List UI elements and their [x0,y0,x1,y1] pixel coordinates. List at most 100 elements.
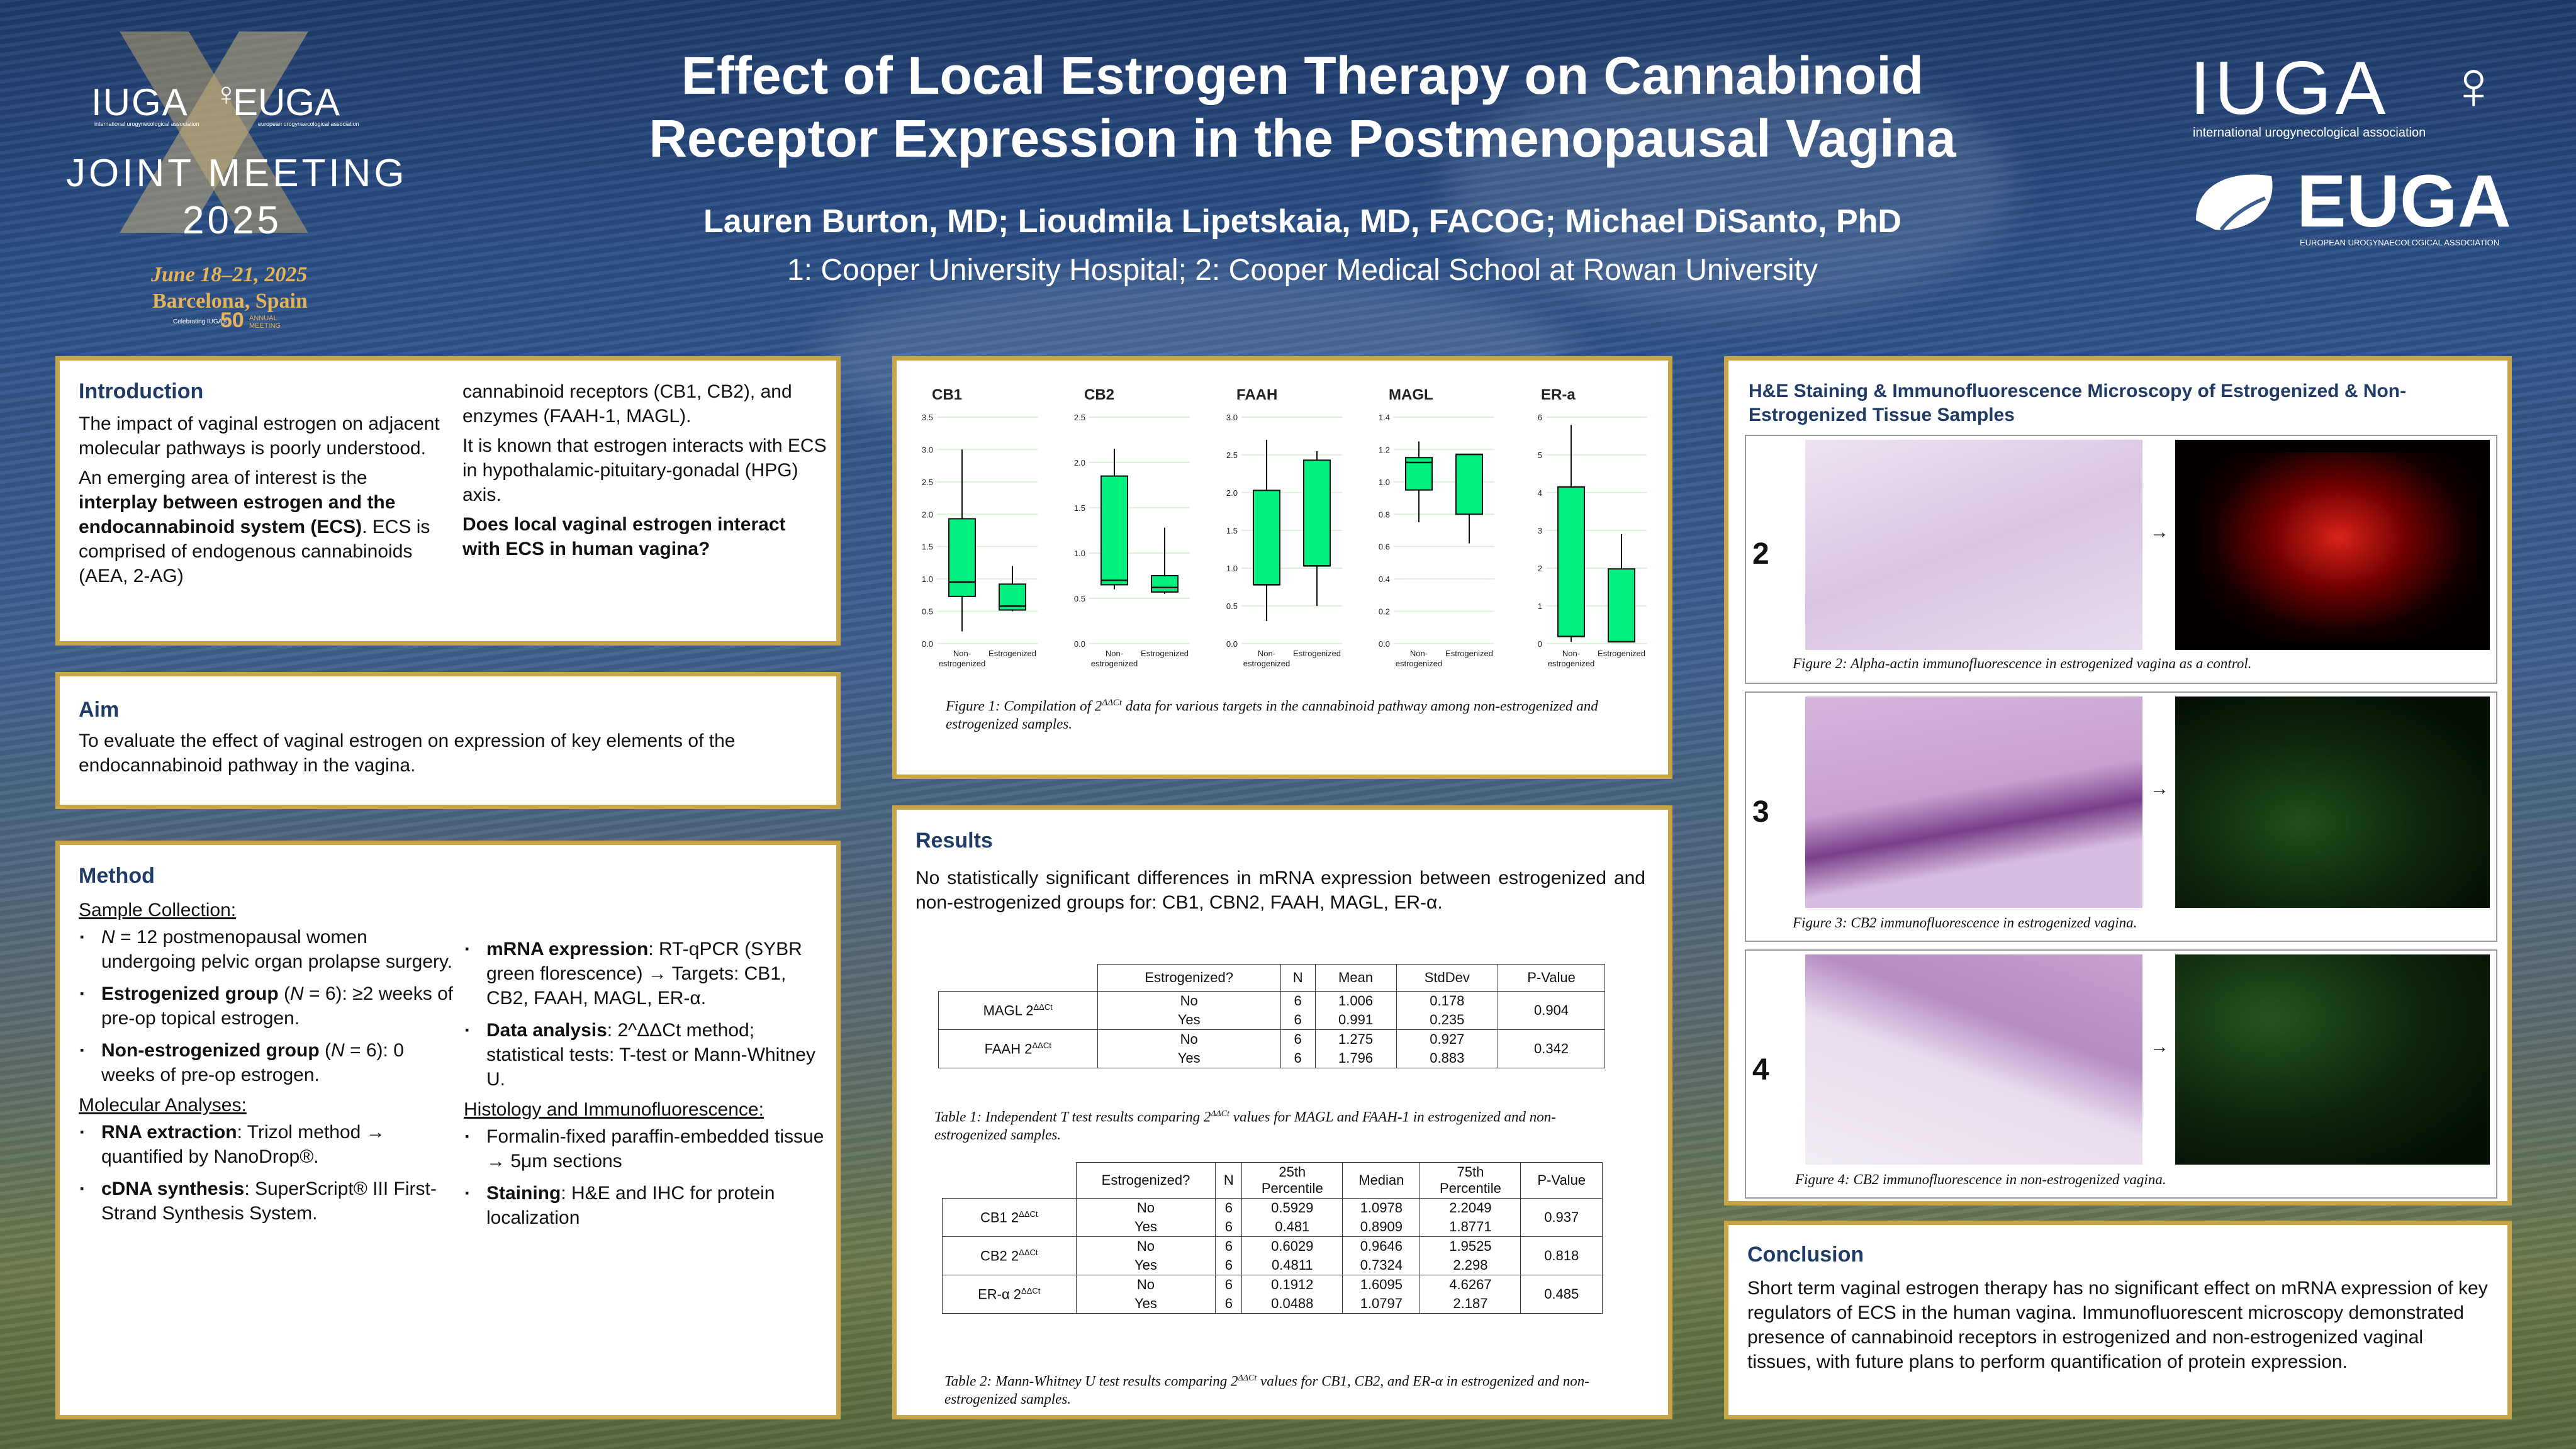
results-title: Results [916,829,993,853]
table-header: N [1280,964,1316,992]
y-tick-label: 3.5 [922,413,933,422]
y-tick-label: 1.0 [1074,549,1085,558]
intro-paragraph-2: An emerging area of interest is the inte… [79,467,430,586]
x-tick-label: Non- [1410,649,1428,658]
aim-panel: Aim To evaluate the effect of vaginal es… [55,672,841,809]
y-tick-label: 0.5 [1074,594,1085,603]
box [1455,454,1483,515]
euga-leaf-icon [2196,174,2273,231]
he-stain-image [1805,440,2142,650]
sample-collection-list: N = 12 postmenopausal women undergoing p… [79,925,456,1087]
red-immunofluorescence-image [2175,440,2490,650]
list-item: Data analysis: 2^ΔΔCt method; statistica… [465,1018,829,1092]
female-symbol-icon: ♀ [2448,47,2500,124]
table-row: FAAH 2ΔΔCt No 6 1.275 0.927 0.342 [938,1029,1605,1068]
chart-title: CB2 [1084,386,1114,403]
y-tick-label: 6 [1538,413,1542,422]
conclusion-text: Short term vaginal estrogen therapy has … [1747,1278,2488,1372]
logo-euga-text: EUGA [233,81,340,123]
x-tick-label: estrogenized [939,659,985,668]
y-tick-label: 2.5 [1226,450,1238,460]
y-tick-label: 0.8 [1379,510,1390,519]
box [1253,490,1280,586]
euga-logo-sub: EUROPEAN UROGYNAECOLOGICAL ASSOCIATION [2300,238,2500,247]
results-panel: Results No statistically significant dif… [892,805,1672,1419]
table-row: Yes 6 1.796 0.883 [939,1049,1605,1068]
green-immunofluorescence-image [2175,954,2490,1165]
y-tick-label: 0.4 [1379,574,1390,584]
list-item: N = 12 postmenopausal women undergoing p… [80,925,456,974]
y-tick-label: 0.6 [1379,542,1390,552]
y-tick-label: 2.5 [922,478,933,487]
table-header-row: Estrogenized? N 25th Percentile Median 75… [942,1162,1603,1199]
conference-logo: IUGA ♀ EUGA international urogynecologic… [44,25,422,340]
he-stain-image [1805,954,2142,1165]
table2-caption: Table 2: Mann-Whitney U test results com… [944,1373,1589,1407]
y-tick-label: 1.4 [1379,413,1390,422]
y-tick-label: 5 [1538,450,1542,460]
logo-dates: June 18–21, 2025 [151,263,308,286]
green-immunofluorescence-image [2175,697,2490,908]
arrow-icon: → [2150,522,2169,542]
x-tick-label: Estrogenized [1598,649,1645,658]
histology-heading: Histology and Immunofluorescence: [464,1099,764,1120]
y-tick-label: 2.0 [1074,458,1085,467]
table-row: Yes 6 0.0488 1.0797 2.187 [943,1294,1603,1314]
y-tick-label: 0.5 [1226,601,1238,611]
background-cloud [1447,63,2013,315]
introduction-title: Introduction [79,379,204,403]
table-header: StdDev [1396,964,1499,992]
x-tick-label: Estrogenized [1293,649,1341,658]
box [1303,459,1331,567]
y-tick-label: 0.0 [922,639,933,649]
conclusion-panel: Conclusion Short term vaginal estrogen t… [1724,1221,2512,1419]
intro-question: Does local vaginal estrogen interact wit… [462,514,786,559]
y-tick-label: 2.0 [922,510,933,519]
y-tick-label: 2 [1538,564,1542,573]
logo-place: Barcelona, Spain [152,289,308,313]
y-tick-label: 0.0 [1379,639,1390,649]
title-line-1: Effect of Local Estrogen Therapy on Cann… [681,46,1924,105]
table-row: Yes 6 0.481 0.8909 1.8771 [943,1217,1603,1237]
intro-paragraph-3: cannabinoid receptors (CB1, CB2), and en… [462,381,792,427]
y-tick-label: 1 [1538,601,1542,611]
y-tick-label: 1.5 [1074,503,1085,513]
y-tick-label: 1.0 [922,574,933,584]
method-title: Method [79,864,155,888]
table-header: P-Value [1520,1162,1603,1199]
figure4-number: 4 [1752,1053,1769,1087]
table1-caption: Table 1: Independent T test results comp… [934,1109,1556,1143]
figure3: 3 → Figure 3: CB2 immunofluorescence in … [1745,691,2497,942]
table-header: P-Value [1498,964,1605,992]
boxplot-charts: CB1 0.0 0.5 1.0 1.5 2.0 2.5 3.0 3.5 Non-estrogeni… [922,386,1647,668]
figure2: 2 → Figure 2: Alpha-actin immunofluoresc… [1745,435,2497,684]
y-tick-label: 0 [1538,639,1542,649]
list-item: Estrogenized group (N = 6): ≥2 weeks of … [80,982,456,1031]
y-tick-label: 0.5 [922,607,933,617]
table-header: N [1215,1162,1243,1199]
microscopy-panel: H&E Staining & Immunofluorescence Micros… [1724,356,2512,1206]
x-tick-label: estrogenized [1548,659,1594,668]
figure2-number: 2 [1752,537,1769,571]
y-tick-label: 1.5 [922,542,933,552]
introduction-panel: Introduction The impact of vaginal estro… [55,356,841,646]
list-item: mRNA expression: RT-qPCR (SYBR green flo… [465,937,829,1010]
results-text: No statistically significant differences… [916,868,1645,913]
table-header: Estrogenized? [1097,964,1281,992]
x-tick-label: Non- [1562,649,1580,658]
figure1-panel: CB1 0.0 0.5 1.0 1.5 2.0 2.5 3.0 3.5 Non-estrogeni… [892,356,1672,779]
table-header: Median [1342,1162,1421,1199]
female-symbol-icon: ♀ [214,76,238,113]
y-tick-label: 1.0 [1226,564,1238,573]
molecular-analyses-heading: Molecular Analyses: [79,1095,247,1116]
list-item: Non-estrogenized group (N = 6): 0 weeks … [80,1038,456,1087]
table-header-row: Estrogenized? N Mean StdDev P-Value [938,964,1605,992]
arrow-icon: → [2150,1036,2169,1057]
x-tick-label: estrogenized [1396,659,1442,668]
figure4-caption: Figure 4: CB2 immunofluorescence in non-… [1795,1172,2166,1187]
y-tick-label: 2.5 [1074,413,1085,422]
x-tick-label: Non- [953,649,971,658]
iuga-logo-sub: international urogynecological associati… [2193,126,2426,140]
chart-title: FAAH [1236,386,1277,403]
table-row: ER-α 2ΔΔCt No 6 0.1912 1.6095 4.6267 0.4… [942,1275,1603,1314]
